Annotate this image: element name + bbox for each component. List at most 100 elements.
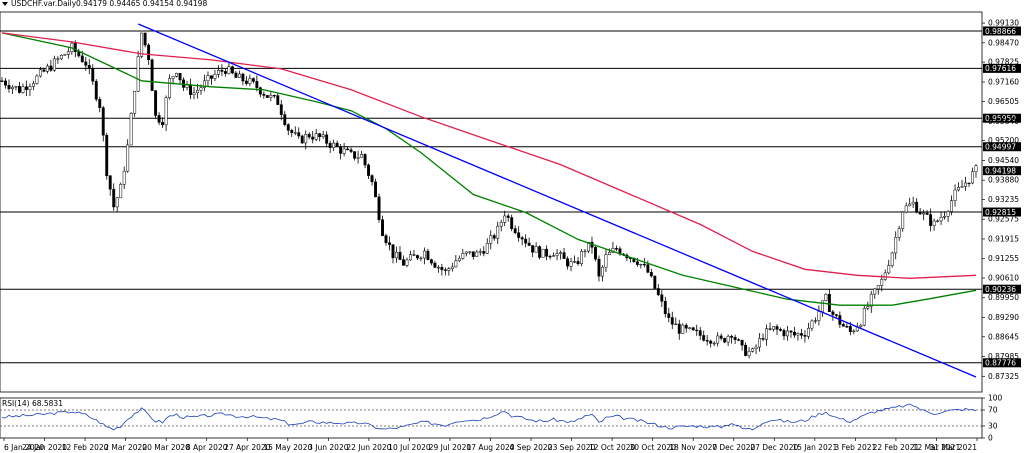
- x-tick-label: 18 Nov 2020: [669, 443, 717, 452]
- candle-body: [429, 259, 433, 264]
- candle-body: [580, 251, 583, 264]
- candle-body: [817, 311, 821, 321]
- candle-body: [199, 87, 203, 91]
- candle-body: [841, 324, 845, 327]
- candle-body: [311, 136, 315, 140]
- candle-body: [939, 216, 943, 222]
- candle-body: [339, 146, 343, 154]
- candle-body: [164, 97, 168, 126]
- candle-body: [314, 133, 318, 140]
- x-tick-label: 7 Dec 2020: [712, 443, 755, 452]
- y-tick-label: 0.89290: [988, 313, 1019, 322]
- candle-body: [705, 340, 709, 342]
- candle-body: [433, 262, 437, 268]
- candle-body: [566, 258, 569, 267]
- candle-body: [112, 188, 116, 208]
- candle-body: [559, 252, 563, 254]
- price-axis: 0.99130 0.98470 0.97825 0.97160 0.96505 0.958…: [982, 19, 1019, 381]
- level-price-box: [983, 207, 1021, 217]
- candle-body: [443, 269, 447, 271]
- candle-body: [384, 235, 388, 243]
- level-price-box: [983, 142, 1021, 152]
- rsi-frame: [0, 397, 983, 439]
- candle-body: [489, 235, 493, 244]
- candle-body: [360, 154, 364, 158]
- candle-body: [834, 314, 838, 316]
- moving-average-line: [1, 32, 977, 306]
- x-tick-label: 17 Aug 2020: [466, 443, 514, 452]
- candle-body: [122, 170, 126, 185]
- y-tick-label: 0.93235: [988, 195, 1019, 204]
- candle-body: [402, 259, 405, 266]
- rsi-y-tick-label: 100: [988, 394, 1003, 403]
- candle-body: [304, 134, 308, 144]
- x-tick-label: 2 Mar 2020: [104, 443, 147, 452]
- candle-body: [604, 254, 608, 268]
- candle-body: [719, 335, 723, 339]
- candle-body: [293, 132, 297, 134]
- candle-body: [723, 338, 727, 343]
- collapse-arrow-icon[interactable]: [2, 2, 8, 6]
- candle-body: [786, 330, 789, 337]
- x-tick-label: 22 Feb 2021: [873, 443, 920, 452]
- y-tick-label: 0.95200: [988, 136, 1019, 145]
- candle-body: [569, 261, 573, 267]
- candle-body: [237, 73, 241, 78]
- level-price-label: 0.95950: [985, 114, 1016, 123]
- candle-body: [108, 175, 112, 190]
- candle-body: [4, 80, 7, 86]
- x-tick-label: 12 Oct 2020: [589, 443, 636, 452]
- candle-body: [971, 171, 974, 184]
- candle-body: [426, 250, 430, 260]
- y-tick-label: 0.96505: [988, 97, 1019, 106]
- candle-body: [527, 242, 531, 246]
- level-price-label: 0.94997: [985, 143, 1016, 152]
- candle-body: [377, 196, 381, 220]
- candle-body: [286, 124, 290, 131]
- candle-body: [534, 246, 538, 253]
- candle-body: [52, 58, 56, 71]
- candle-body: [0, 80, 4, 82]
- candle-body: [415, 255, 419, 259]
- candle-body: [157, 115, 161, 123]
- candle-body: [635, 261, 639, 265]
- candle-body: [367, 164, 371, 176]
- candle-body: [297, 132, 301, 137]
- candle-body: [768, 328, 772, 330]
- candle-body: [869, 293, 873, 307]
- level-price-label: 0.97616: [985, 64, 1016, 73]
- main-plot: [0, 11, 983, 393]
- candle-body: [18, 86, 21, 93]
- candle-body: [161, 122, 165, 126]
- candle-body: [492, 235, 496, 239]
- candle-body: [716, 335, 720, 344]
- candle-body: [321, 134, 325, 138]
- candle-body: [388, 242, 391, 245]
- candle-body: [168, 78, 172, 99]
- trendline: [137, 23, 977, 378]
- candle-body: [119, 184, 123, 199]
- candle-body: [614, 248, 618, 250]
- candle-body: [485, 243, 489, 254]
- y-tick-label: 0.97825: [988, 58, 1019, 67]
- candle-body: [744, 344, 748, 356]
- candle-body: [670, 317, 674, 325]
- candle-body: [262, 93, 266, 96]
- level-price-box: [983, 358, 1021, 368]
- candle-body: [38, 69, 42, 77]
- candle-body: [150, 59, 154, 91]
- candle-body: [503, 215, 507, 223]
- candle-body: [101, 107, 105, 136]
- candle-body: [667, 313, 671, 318]
- candle-body: [649, 272, 653, 277]
- candle-body: [911, 201, 915, 205]
- x-tick-label: 30 Oct 2020: [629, 443, 676, 452]
- candle-body: [346, 148, 350, 151]
- candle-body: [597, 258, 601, 277]
- candle-body: [848, 326, 852, 332]
- candle-body: [419, 257, 423, 260]
- candle-body: [283, 114, 287, 125]
- candle-body: [133, 90, 137, 114]
- candle-body: [862, 308, 866, 326]
